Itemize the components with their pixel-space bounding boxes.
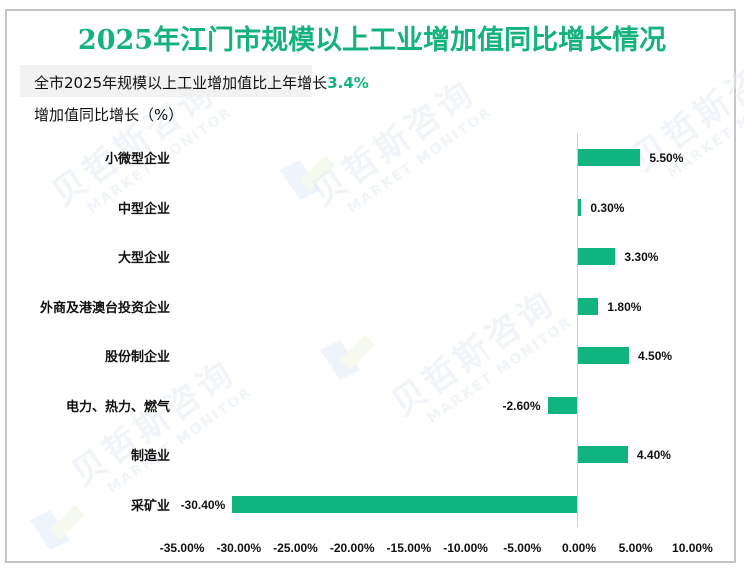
x-tick-label: -10.00%	[443, 541, 488, 555]
value-label: 3.30%	[624, 250, 659, 264]
y-axis-title: 增加值同比增长（%）	[34, 106, 184, 124]
subtitle-value: 3.4%	[327, 74, 369, 92]
bar	[547, 396, 577, 414]
x-tick-label: -25.00%	[273, 541, 318, 555]
category-label: 大型企业	[117, 251, 170, 266]
bar	[578, 446, 628, 463]
x-tick-label: -5.00%	[503, 541, 542, 555]
x-tick-label: -15.00%	[386, 541, 432, 555]
value-label: -30.40%	[180, 497, 226, 512]
category-label: 外商及港澳台投资企业	[39, 300, 170, 316]
value-label: 1.80%	[607, 299, 642, 314]
category-label: 小微型企业	[104, 152, 170, 167]
x-tick-label: 0.00%	[561, 541, 597, 555]
value-label: 4.40%	[636, 448, 671, 462]
x-tick-label: 10.00%	[672, 541, 713, 555]
zero-axis-line	[577, 133, 578, 527]
chart-title: 2025年江门市规模以上工业增加值同比增长情况	[77, 25, 667, 56]
bar	[578, 248, 616, 265]
category-label: 中型企业	[117, 201, 170, 217]
value-label: 0.30%	[590, 200, 625, 215]
chart-frame	[5, 9, 736, 563]
bar	[578, 297, 599, 315]
category-label: 制造业	[130, 449, 170, 464]
x-tick-label: -20.00%	[329, 541, 375, 555]
chart-subtitle: 全市2025年规模以上工业增加值比上年增长3.4%	[34, 72, 369, 93]
x-tick-label: -35.00%	[159, 541, 205, 555]
bar	[578, 347, 630, 364]
x-tick-label: 5.00%	[618, 541, 653, 555]
subtitle-box	[20, 65, 312, 97]
category-label: 采矿业	[130, 498, 170, 514]
value-label: -2.60%	[502, 398, 541, 413]
category-label: 电力、热力、燃气	[65, 399, 170, 415]
subtitle-text: 全市2025年规模以上工业增加值比上年增长	[34, 74, 328, 92]
bar	[578, 198, 582, 216]
category-label: 股份制企业	[104, 350, 170, 365]
bar	[578, 149, 641, 166]
value-label: 5.50%	[649, 151, 684, 165]
bar	[232, 495, 577, 513]
value-label: 4.50%	[638, 349, 673, 363]
x-tick-label: -30.00%	[216, 541, 262, 555]
